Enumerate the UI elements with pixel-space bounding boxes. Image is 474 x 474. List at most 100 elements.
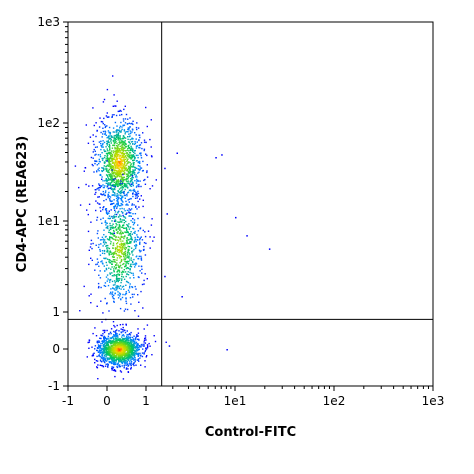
event-dot bbox=[110, 268, 112, 270]
event-dot bbox=[126, 159, 128, 161]
event-dot bbox=[124, 158, 127, 161]
event-dot bbox=[127, 182, 129, 185]
event-dot bbox=[113, 170, 116, 172]
event-dot bbox=[117, 273, 119, 275]
event-dot bbox=[131, 349, 133, 352]
event-dot bbox=[144, 231, 146, 233]
event-dot bbox=[115, 176, 117, 179]
event-dot bbox=[113, 274, 115, 276]
event-dot bbox=[95, 263, 97, 266]
event-dot bbox=[124, 210, 126, 212]
event-dot bbox=[135, 186, 138, 188]
event-dot bbox=[128, 150, 130, 152]
event-dot bbox=[112, 226, 114, 228]
event-dot bbox=[90, 293, 92, 295]
event-dot bbox=[140, 250, 142, 252]
event-dot bbox=[124, 343, 126, 346]
event-dot bbox=[112, 169, 115, 171]
population-cluster bbox=[86, 323, 167, 380]
event-dot bbox=[114, 282, 116, 284]
event-dot bbox=[132, 352, 134, 354]
event-dot bbox=[118, 240, 120, 242]
event-dot bbox=[125, 284, 127, 286]
event-dot bbox=[91, 163, 93, 166]
event-dot bbox=[130, 178, 132, 180]
event-dot bbox=[117, 221, 119, 223]
event-dot bbox=[118, 353, 120, 356]
event-dot bbox=[124, 156, 126, 158]
event-dot bbox=[120, 361, 123, 363]
event-dot bbox=[129, 334, 132, 336]
event-dot bbox=[122, 263, 124, 266]
event-dot bbox=[109, 200, 111, 202]
event-dot bbox=[96, 171, 98, 173]
event-dot bbox=[118, 110, 120, 112]
event-dot bbox=[106, 226, 108, 228]
event-dot bbox=[118, 356, 121, 358]
event-dot bbox=[118, 359, 120, 362]
event-dot bbox=[128, 343, 130, 346]
event-dot bbox=[109, 224, 111, 227]
event-dot bbox=[123, 160, 125, 162]
event-dot bbox=[122, 165, 125, 168]
event-dot bbox=[117, 179, 119, 182]
event-dot bbox=[105, 261, 107, 264]
event-dot bbox=[127, 351, 130, 353]
event-dot bbox=[108, 261, 110, 263]
event-dot bbox=[87, 213, 89, 216]
event-dot bbox=[79, 310, 81, 312]
event-dot bbox=[135, 191, 137, 194]
event-dot bbox=[112, 150, 115, 152]
event-dot bbox=[100, 337, 102, 340]
event-dot bbox=[111, 220, 113, 222]
event-dot bbox=[102, 157, 104, 160]
event-dot bbox=[120, 141, 123, 144]
event-dot bbox=[117, 264, 119, 266]
event-dot bbox=[111, 173, 114, 175]
event-dot bbox=[141, 272, 143, 274]
event-dot bbox=[130, 361, 133, 363]
event-dot bbox=[120, 131, 122, 133]
event-dot bbox=[104, 297, 106, 300]
event-dot bbox=[110, 337, 112, 339]
event-dot bbox=[140, 265, 143, 267]
event-dot bbox=[128, 152, 131, 154]
event-dot bbox=[144, 337, 147, 339]
event-dot bbox=[139, 243, 141, 245]
event-dot bbox=[132, 143, 134, 145]
event-dot bbox=[111, 291, 114, 293]
event-dot bbox=[126, 355, 128, 357]
event-dot bbox=[109, 217, 111, 220]
event-dot bbox=[103, 347, 105, 349]
event-dot bbox=[118, 274, 120, 276]
event-dot bbox=[115, 147, 117, 150]
event-dot bbox=[122, 142, 124, 144]
event-dot bbox=[122, 118, 125, 120]
event-dot bbox=[114, 205, 116, 208]
event-dot bbox=[103, 206, 105, 208]
event-dot bbox=[124, 133, 126, 135]
event-dot bbox=[130, 141, 133, 143]
event-dot bbox=[107, 335, 110, 337]
event-dot bbox=[112, 242, 115, 244]
event-dot bbox=[109, 146, 111, 148]
event-dot bbox=[111, 135, 113, 137]
event-dot bbox=[103, 338, 105, 340]
event-dot bbox=[107, 247, 109, 249]
event-dot bbox=[124, 155, 127, 158]
event-dot bbox=[111, 155, 114, 158]
outlier-event bbox=[215, 157, 217, 159]
event-dot bbox=[126, 360, 129, 363]
event-dot bbox=[91, 185, 94, 187]
event-dot bbox=[110, 232, 113, 235]
event-dot bbox=[144, 349, 147, 351]
event-dot bbox=[119, 257, 121, 259]
event-dot bbox=[105, 338, 108, 340]
event-dot bbox=[106, 125, 108, 127]
event-dot bbox=[127, 225, 129, 227]
event-dot bbox=[122, 179, 124, 181]
event-dot bbox=[99, 206, 101, 209]
event-dot bbox=[124, 166, 126, 169]
event-dot bbox=[121, 191, 123, 194]
event-dot bbox=[132, 263, 134, 266]
